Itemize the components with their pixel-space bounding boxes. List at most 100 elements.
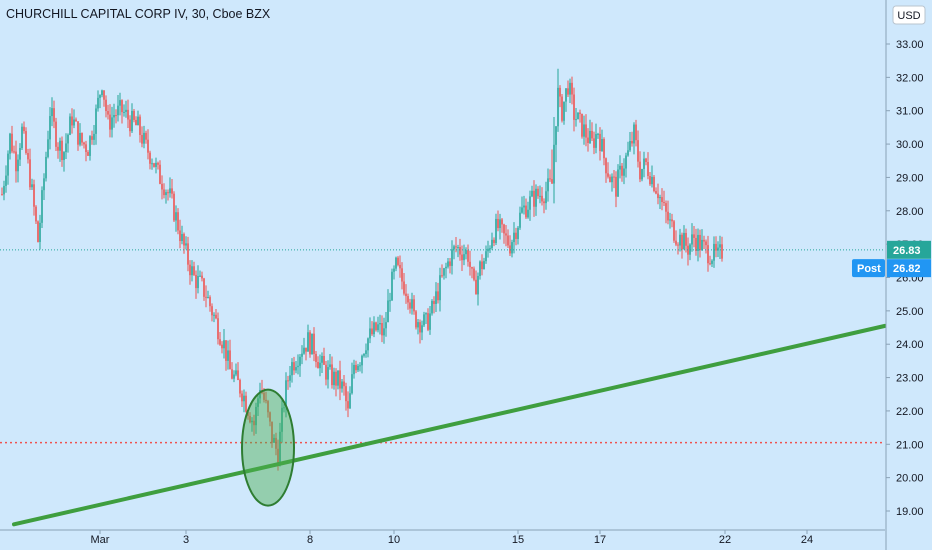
candle-body (441, 275, 443, 277)
candle-body (51, 108, 53, 117)
candle-body (435, 291, 437, 304)
candle-body (23, 126, 25, 132)
candle-body (109, 114, 111, 130)
candle-body (653, 176, 655, 192)
candle-body (69, 116, 71, 135)
candle-body (11, 133, 13, 152)
candle-body (33, 184, 35, 207)
candle-body (489, 248, 491, 250)
candle-body (165, 192, 167, 196)
x-tick-label: 17 (594, 534, 606, 546)
candle-body (415, 311, 417, 328)
candle-body (29, 159, 31, 188)
candle-body (55, 121, 57, 147)
candle-body (359, 365, 361, 367)
candle-body (691, 234, 693, 245)
candle-body (137, 116, 139, 126)
candle-body (401, 268, 403, 282)
candle-body (85, 144, 87, 153)
candle-body (613, 176, 615, 178)
candle-body (39, 222, 41, 242)
x-tick-label: 10 (388, 534, 400, 546)
chart-title: CHURCHILL CAPITAL CORP IV, 30, Cboe BZX (6, 7, 271, 21)
candle-body (711, 260, 713, 264)
candle-body (563, 101, 565, 121)
candle-body (341, 381, 343, 389)
post-tag (852, 259, 885, 278)
y-tick-label: 31.00 (896, 106, 924, 118)
candle-body (87, 152, 89, 156)
candle-body (181, 234, 183, 241)
candle-body (159, 164, 161, 184)
candle-body (465, 250, 467, 255)
candle-body (685, 232, 687, 246)
candle-body (31, 184, 33, 188)
candle-body (717, 247, 719, 251)
candle-body (247, 411, 249, 416)
candle-body (41, 190, 43, 223)
candle-body (397, 257, 399, 265)
candle-body (117, 105, 119, 116)
candle-body (623, 168, 625, 176)
candle-body (453, 246, 455, 250)
candle-body (43, 178, 45, 191)
candle-body (213, 314, 215, 316)
candle-body (293, 362, 295, 371)
candle-body (89, 136, 91, 156)
candle-body (505, 233, 507, 236)
y-tick-label: 28.00 (896, 206, 924, 218)
candle-body (683, 232, 685, 250)
candle-body (521, 207, 523, 213)
candle-body (631, 141, 633, 144)
candle-body (173, 193, 175, 221)
candle-body (297, 365, 299, 368)
candle-body (167, 192, 169, 194)
candle-body (581, 113, 583, 137)
candle-body (243, 395, 245, 402)
candle-body (663, 202, 665, 204)
candle-body (239, 380, 241, 394)
candle-body (525, 205, 527, 218)
candle-body (677, 244, 679, 246)
candle-body (473, 268, 475, 280)
currency-badge[interactable] (892, 5, 926, 25)
candle-body (135, 119, 137, 126)
x-tick-label: 3 (183, 534, 189, 546)
candle-body (537, 188, 539, 197)
x-tick-label: Mar (91, 534, 110, 546)
candle-body (431, 301, 433, 314)
candle-body (121, 100, 123, 113)
candle-body (665, 203, 667, 212)
candle-body (105, 99, 107, 112)
y-tick-label: 33.00 (896, 39, 924, 51)
candle-body (567, 88, 569, 95)
candle-body (591, 130, 593, 139)
candle-body (679, 234, 681, 246)
candle-body (295, 367, 297, 371)
candle-body (497, 218, 499, 229)
candle-body (127, 109, 129, 120)
candle-body (175, 212, 177, 221)
candle-body (527, 209, 529, 218)
candle-body (193, 266, 195, 275)
candle-body (223, 340, 225, 349)
y-tick-label: 23.00 (896, 373, 924, 385)
candle-body (587, 137, 589, 143)
candle-body (199, 275, 201, 277)
candle-body (65, 143, 67, 153)
candle-body (657, 193, 659, 199)
time-axis: Mar 3 8 10 15 17 22 24 (91, 530, 813, 546)
candle-body (575, 119, 577, 121)
candle-body (643, 158, 645, 169)
candle-body (447, 261, 449, 267)
candle-body (445, 266, 447, 269)
candle-body (123, 111, 125, 113)
candle-body (635, 124, 637, 141)
candle-body (183, 234, 185, 246)
candle-body (403, 281, 405, 294)
candle-body (71, 116, 73, 126)
last-price-label: 26.83 (893, 245, 921, 257)
candle-body (325, 364, 327, 380)
candle-body (17, 159, 19, 172)
